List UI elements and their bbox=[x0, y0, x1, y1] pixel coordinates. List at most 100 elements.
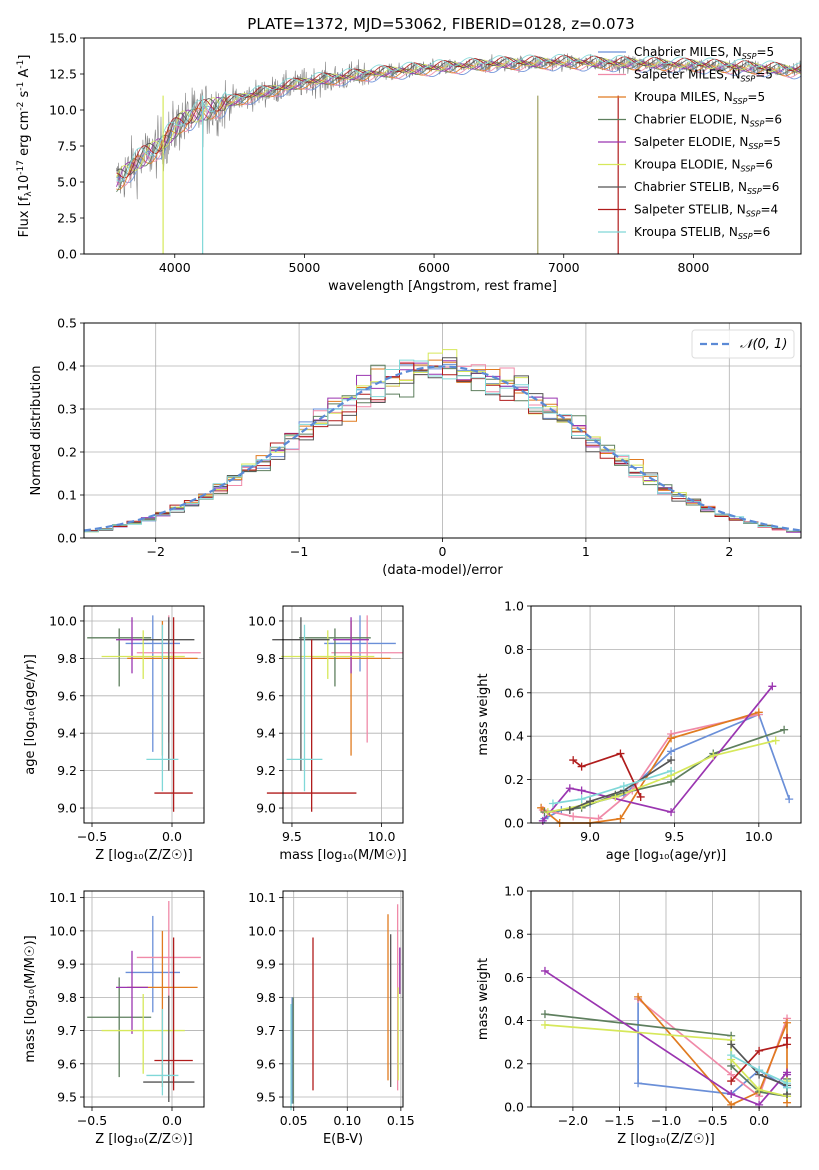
y-axis-label-part: Flux [f bbox=[17, 196, 32, 237]
mass-weight-marker bbox=[667, 808, 676, 817]
mass-weight-marker bbox=[667, 747, 676, 756]
x-tick-label: 2 bbox=[725, 544, 733, 559]
y-axis-label-part: -17 bbox=[16, 160, 26, 175]
normal-curve bbox=[84, 365, 801, 532]
mass-weight-marker bbox=[780, 725, 789, 734]
legend-nssp-eq: = bbox=[755, 68, 765, 82]
mass-weight-marker bbox=[569, 812, 578, 821]
x-tick-label: 6000 bbox=[418, 260, 450, 275]
mass-weight-marker bbox=[727, 1090, 736, 1099]
plot-frame bbox=[530, 605, 802, 824]
legend-nssp-value: 6 bbox=[763, 225, 771, 239]
y-tick-label: 9.9 bbox=[57, 957, 77, 972]
y-tick-label: 9.8 bbox=[57, 990, 77, 1005]
mass-vs-Z-panel: −0.5 0.0 9.5 9.6 9.7 9.8 9.9 10.0 10.1 Z [log₁₀(Z… bbox=[23, 890, 205, 1147]
legend-nssp-value: 6 bbox=[765, 158, 773, 172]
y-axis-label-part: s bbox=[17, 90, 32, 101]
mass-weight-marker bbox=[577, 795, 586, 804]
x-axis-label: wavelength [Angstrom, rest frame] bbox=[328, 279, 557, 294]
model-spectrum-line bbox=[116, 53, 801, 182]
mass-weight-marker bbox=[783, 1018, 792, 1027]
residual-legend-label: 𝒩(0, 1) bbox=[740, 337, 787, 352]
mass-weight-line bbox=[569, 759, 672, 811]
x-tick-label: 0.10 bbox=[333, 1113, 361, 1128]
x-tick-label: −1.0 bbox=[651, 1113, 681, 1128]
legend-entry-name: Salpeter MILES bbox=[634, 68, 724, 82]
model-spectrum-line bbox=[115, 58, 801, 187]
y-tick-label: 0.8 bbox=[504, 927, 524, 942]
x-axis-label: mass [log₁₀(M/M☉)] bbox=[279, 848, 406, 863]
mass-weight-marker bbox=[667, 766, 676, 775]
mass-weight-marker bbox=[619, 782, 628, 791]
y-tick-label: 9.0 bbox=[256, 801, 276, 816]
mass-weight-marker bbox=[727, 1051, 736, 1060]
y-tick-label: 0.0 bbox=[504, 1100, 524, 1115]
y-tick-label: 9.5 bbox=[256, 1090, 276, 1105]
mass-weight-marker bbox=[783, 1083, 792, 1092]
mass-weight-marker bbox=[634, 1079, 643, 1088]
legend-nssp-prefix: , N bbox=[716, 90, 733, 104]
legend-nssp-value: 5 bbox=[765, 68, 773, 82]
legend-nssp-eq: = bbox=[753, 225, 763, 239]
y-axis-label-part: λ bbox=[24, 191, 34, 197]
mass-weight-marker bbox=[667, 734, 676, 743]
y-tick-label: 9.7 bbox=[57, 1023, 77, 1038]
x-tick-label: 0.0 bbox=[162, 1113, 182, 1128]
legend-nssp-sub: SSP bbox=[747, 187, 762, 196]
y-tick-label: 0.5 bbox=[57, 316, 77, 331]
mass-weight-marker bbox=[727, 1040, 736, 1049]
x-tick-label: 5000 bbox=[289, 260, 321, 275]
y-tick-label: 10.1 bbox=[248, 890, 276, 905]
legend-nssp-sub: SSP bbox=[738, 232, 753, 241]
plot-frame bbox=[282, 890, 404, 1108]
mass-weight-marker bbox=[548, 799, 557, 808]
mass-weight-marker bbox=[540, 966, 549, 975]
legend-nssp-eq: = bbox=[756, 45, 766, 59]
y-tick-label: 9.4 bbox=[57, 726, 77, 741]
mass-weight-marker bbox=[540, 1020, 549, 1029]
legend-entry-name: Kroupa ELODIE bbox=[634, 158, 724, 172]
y-tick-label: 9.6 bbox=[57, 688, 77, 703]
mass-weight-marker bbox=[616, 814, 625, 823]
residual-histogram bbox=[84, 349, 801, 533]
mass-weight-marker bbox=[565, 784, 574, 793]
x-tick-label: −1 bbox=[290, 544, 308, 559]
y-axis-label-part: 10 bbox=[17, 175, 32, 192]
x-tick-label: 9.5 bbox=[282, 829, 302, 844]
plot-frame bbox=[83, 890, 205, 1108]
legend-entry-name: Salpeter STELIB bbox=[634, 203, 729, 217]
y-tick-label: 10.0 bbox=[248, 613, 276, 628]
mass-weight-marker bbox=[611, 792, 620, 801]
y-axis-label: Normed distribution bbox=[29, 366, 44, 496]
legend-nssp-value: 6 bbox=[774, 113, 782, 127]
legend-nssp-sub: SSP bbox=[741, 75, 756, 84]
y-tick-label: 9.4 bbox=[256, 726, 276, 741]
y-tick-label: 0.6 bbox=[504, 970, 524, 985]
mass-weight-marker bbox=[754, 708, 763, 717]
legend-nssp-eq: = bbox=[747, 90, 757, 104]
mass-weight-marker bbox=[667, 756, 676, 765]
legend-nssp-prefix: , N bbox=[729, 203, 746, 217]
legend-nssp-value: 5 bbox=[757, 90, 765, 104]
legend-nssp-eq: = bbox=[762, 180, 772, 194]
mass-weight-marker bbox=[785, 795, 794, 804]
mass-weight-marker bbox=[755, 1085, 764, 1094]
x-axis-label: Z [log₁₀(Z/Z☉)] bbox=[617, 1132, 714, 1147]
figure-title: PLATE=1372, MJD=53062, FIBERID=0128, z=0… bbox=[247, 15, 634, 33]
mass-weight-marker bbox=[586, 797, 595, 806]
legend-nssp-prefix: , N bbox=[732, 135, 749, 149]
x-tick-label: −0.5 bbox=[697, 1113, 727, 1128]
y-tick-label: 9.8 bbox=[256, 990, 276, 1005]
y-axis-label: Flux [fλ10-17 erg cm-2 s-1 A-1] bbox=[16, 55, 34, 238]
legend-nssp-sub: SSP bbox=[746, 210, 761, 219]
x-axis-label: Z [log₁₀(Z/Z☉)] bbox=[95, 848, 192, 863]
x-tick-label: −0.5 bbox=[77, 1113, 107, 1128]
y-tick-label: 7.5 bbox=[57, 139, 77, 154]
legend-entry: Chabrier STELIB, NSSP=6 bbox=[634, 180, 779, 196]
residual-histogram bbox=[84, 362, 801, 532]
residual-histogram bbox=[84, 359, 801, 533]
y-axis-label-part: -1 bbox=[16, 82, 26, 91]
y-tick-label: 9.2 bbox=[57, 763, 77, 778]
legend-nssp-eq: = bbox=[764, 113, 774, 127]
